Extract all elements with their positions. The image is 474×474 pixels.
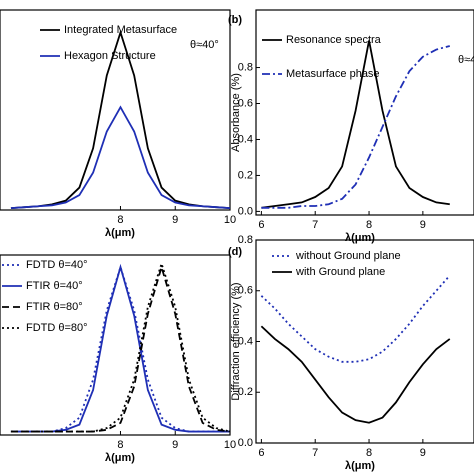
x-axis-label: λ(μm) [345, 232, 375, 244]
x-tick-label: 9 [172, 439, 178, 451]
data-line [10, 105, 231, 210]
x-tick-label: 8 [366, 447, 372, 459]
x-tick-label: 6 [258, 447, 264, 459]
x-tick-label: 8 [117, 439, 123, 451]
y-tick-label: 0.4 [238, 133, 253, 145]
x-tick-label: 8 [366, 219, 372, 231]
y-tick-label: 0.6 [238, 97, 253, 109]
plot-frame [0, 254, 231, 436]
x-tick-label: 10 [224, 214, 236, 226]
y-tick-label: 0.0 [238, 205, 253, 217]
y-axis-label: Absorbance (%) [230, 73, 242, 152]
x-tick-label: 10 [224, 439, 236, 451]
legend-label: FDTD θ=80° [26, 322, 88, 334]
x-tick-label: 7 [312, 447, 318, 459]
legend-label: FDTD θ=40° [26, 259, 88, 271]
legend-label: with Ground plane [295, 266, 385, 278]
plot-frame [0, 9, 231, 211]
x-tick-label: 9 [172, 214, 178, 226]
legend-label: Metasurface phase [286, 68, 380, 80]
legend-label: Resonance spectra [286, 34, 382, 46]
data-line [10, 260, 231, 433]
data-line [261, 40, 450, 209]
annotation: θ≈40° [458, 54, 474, 66]
panel-label: (d) [228, 246, 242, 258]
legend-label: Integrated Metasurface [64, 24, 177, 36]
data-line [260, 325, 451, 424]
x-axis-label: λ(μm) [345, 460, 375, 472]
x-tick-label: 8 [117, 214, 123, 226]
y-tick-label: 0.8 [238, 234, 253, 246]
data-line [261, 45, 451, 209]
plot-frame [255, 9, 474, 216]
y-tick-label: 0.6 [238, 285, 253, 297]
legend-label: FTIR θ=80° [26, 301, 83, 313]
y-tick-label: 0.0 [238, 437, 253, 449]
data-line [260, 274, 451, 363]
y-tick-label: 0.8 [238, 61, 253, 73]
x-axis-label: λ(μm) [105, 452, 135, 464]
y-axis-label: Diffraction efficiency (%) [230, 282, 242, 400]
y-tick-label: 0.4 [238, 335, 253, 347]
y-tick-label: 0.2 [238, 169, 253, 181]
legend-label: FTIR θ=40° [26, 280, 83, 292]
panel-label: (b) [228, 14, 242, 26]
x-axis-label: λ(μm) [105, 227, 135, 239]
legend-label: without Ground plane [295, 250, 401, 262]
x-tick-label: 6 [258, 219, 264, 231]
x-tick-label: 7 [312, 219, 318, 231]
annotation: θ≈40° [190, 39, 219, 51]
y-tick-label: 0.2 [238, 386, 253, 398]
x-tick-label: 9 [420, 219, 426, 231]
x-tick-label: 9 [420, 447, 426, 459]
legend-label: Hexagon Structure [64, 50, 156, 62]
